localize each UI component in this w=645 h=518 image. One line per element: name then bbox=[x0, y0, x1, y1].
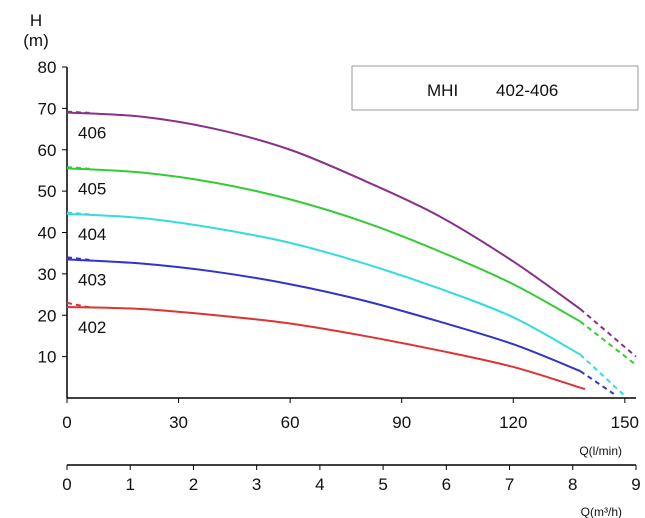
series-403-end-dash bbox=[579, 370, 615, 395]
series-406-label: 406 bbox=[78, 124, 106, 143]
series-403-label: 403 bbox=[78, 270, 106, 289]
series-404-end-dash bbox=[579, 353, 626, 397]
x-axis-secondary-label: Q(m³/h) bbox=[581, 505, 622, 518]
y-tick-label: 30 bbox=[38, 265, 57, 284]
x-primary-tick-label: 120 bbox=[499, 413, 527, 432]
series-406-end-dash bbox=[579, 308, 637, 358]
series-404-line bbox=[66, 212, 581, 356]
x-secondary-tick-label: 8 bbox=[568, 475, 577, 494]
x-primary-tick-label: 60 bbox=[281, 413, 300, 432]
x-primary-tick-label: 150 bbox=[611, 413, 639, 432]
x-secondary-tick-label: 3 bbox=[252, 475, 261, 494]
series-403-line bbox=[66, 258, 581, 373]
x-secondary-tick-label: 6 bbox=[442, 475, 451, 494]
x-secondary-tick-label: 5 bbox=[378, 475, 387, 494]
series-402-end-dash bbox=[579, 386, 588, 391]
y-tick-label: 60 bbox=[38, 141, 57, 160]
y-tick-label: 20 bbox=[38, 306, 57, 325]
series-405-label: 405 bbox=[78, 179, 106, 198]
y-axis-label-line1: H bbox=[30, 11, 42, 30]
legend-range: 402-406 bbox=[496, 81, 558, 100]
series-405-line bbox=[66, 167, 581, 323]
y-tick-label: 80 bbox=[38, 58, 57, 77]
y-tick-label: 40 bbox=[38, 224, 57, 243]
x-secondary-tick-label: 0 bbox=[62, 475, 71, 494]
series-405-end-dash bbox=[579, 320, 637, 366]
x-primary-tick-label: 90 bbox=[392, 413, 411, 432]
x-axis-primary-label: Q(l/min) bbox=[579, 444, 622, 458]
y-tick-label: 10 bbox=[38, 348, 57, 367]
y-tick-label: 70 bbox=[38, 99, 57, 118]
x-secondary-tick-label: 4 bbox=[315, 475, 324, 494]
x-secondary-tick-label: 7 bbox=[505, 475, 514, 494]
x-secondary-tick-label: 1 bbox=[125, 475, 134, 494]
series-406-line bbox=[66, 111, 581, 310]
series-404-label: 404 bbox=[78, 225, 106, 244]
x-secondary-tick-label: 9 bbox=[631, 475, 640, 494]
legend-model: MHI bbox=[427, 81, 458, 100]
series-402-label: 402 bbox=[78, 318, 106, 337]
x-primary-tick-label: 30 bbox=[169, 413, 188, 432]
y-tick-label: 50 bbox=[38, 182, 57, 201]
y-axis-label-line2: (m) bbox=[23, 31, 48, 50]
curves-group: 406 405 404 403 402 bbox=[66, 110, 637, 397]
x-secondary-tick-label: 2 bbox=[189, 475, 198, 494]
x-primary-tick-label: 0 bbox=[62, 413, 71, 432]
series-402-line bbox=[66, 305, 581, 389]
axes-group: 10 20 30 40 50 60 70 80 0 30 60 90 120 150 0 1 2 3 4 5 6 7 8 9 bbox=[38, 58, 641, 494]
legend-box bbox=[351, 65, 639, 111]
